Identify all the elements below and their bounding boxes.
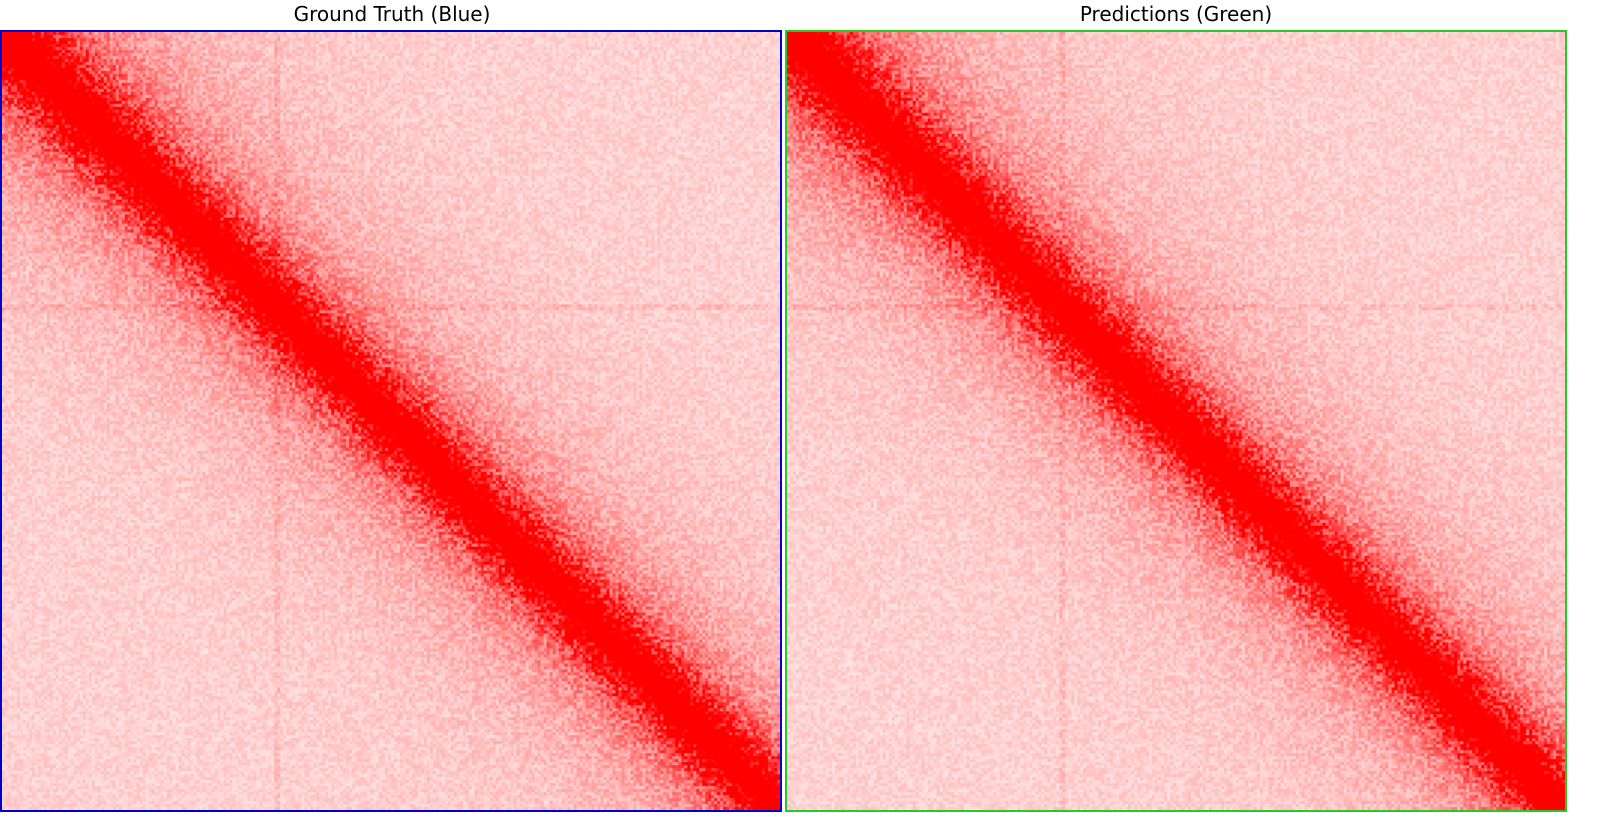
predictions-heatmap [787, 32, 1565, 810]
ground-truth-heatmap-panel [0, 30, 782, 812]
predictions-title: Predictions (Green) [1079, 2, 1273, 26]
predictions-heatmap-panel [785, 30, 1567, 812]
ground-truth-title: Ground Truth (Blue) [293, 2, 491, 26]
ground-truth-heatmap [2, 32, 780, 810]
